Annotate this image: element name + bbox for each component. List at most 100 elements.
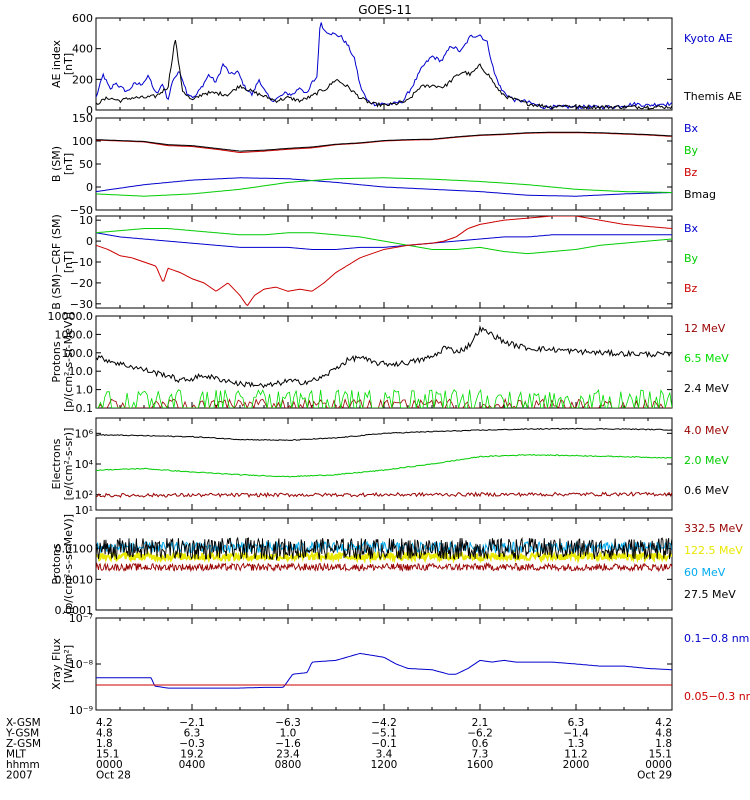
y-tick-label: 10000.0 [48, 310, 94, 323]
y-tick-label: 1000.0 [55, 328, 94, 341]
x-axis-value: 4.2 [96, 717, 113, 729]
x-axis-value: 15.1 [96, 749, 119, 761]
x-axis-value: 1.8 [96, 738, 113, 750]
y-axis-label: Xray Flux [50, 638, 63, 690]
panel-4: 0.1 1.0 10.0 100.0 1000.0 10000.0 Protons [p/(c… [48, 310, 730, 415]
x-axis-row-label: 2007 [6, 770, 33, 782]
legend-label: 6.5 MeV [684, 352, 729, 365]
x-axis-row-label: Y-GSM [5, 728, 39, 740]
series-0-1-0-8-nm [96, 652, 672, 689]
figure-title: GOES-11 [358, 3, 412, 17]
series-By [96, 177, 672, 197]
legend-label: By [684, 252, 699, 265]
x-axis-value: 19.2 [180, 749, 203, 761]
plot-area [96, 131, 672, 197]
y-axis-unit: [nT] [62, 251, 75, 273]
legend-label: 60 MeV [684, 566, 726, 579]
x-axis-value: 1600 [467, 759, 494, 771]
y-tick-label: 10 [79, 214, 93, 227]
series-Bz [96, 132, 672, 154]
series-Bmag [96, 131, 672, 152]
x-axis-value: 4.8 [655, 728, 672, 740]
y-tick-label: 400 [72, 43, 93, 56]
y-tick-label: −30 [70, 298, 93, 311]
y-tick-label: 0 [86, 235, 93, 248]
series-27-5-MeV [96, 536, 672, 562]
series-2-4-MeV [96, 324, 672, 389]
y-tick-label: 600 [72, 12, 93, 25]
series-Kyoto-AE [96, 22, 672, 110]
x-axis-value: 4.2 [655, 717, 672, 729]
y-tick-label: 0.1 [76, 402, 94, 415]
plot-area [96, 324, 672, 408]
x-axis-row-label: hhmm [6, 759, 40, 771]
y-axis-label: Protons [50, 341, 63, 382]
series-12-MeV [96, 397, 672, 408]
plot-area [96, 427, 672, 498]
x-axis-value: 2000 [563, 759, 590, 771]
legend-label: 2.4 MeV [684, 382, 729, 395]
legend-label: 2.0 MeV [684, 454, 729, 467]
x-axis-value: 2.1 [472, 717, 489, 729]
series-Bx [96, 232, 672, 250]
y-axis-label: Protons [50, 543, 63, 584]
y-tick-label: 0.0001 [55, 604, 94, 617]
y-axis-unit: [e/(cm²-s-sr)] [62, 428, 75, 501]
y-axis-label: Electrons [50, 438, 63, 489]
panel-frame [95, 17, 673, 111]
y-tick-label: 1.0 [76, 384, 94, 397]
x-axis-value: 6.3 [568, 717, 585, 729]
x-axis-row-label: X-GSM [6, 717, 41, 729]
plot-area [96, 652, 672, 689]
x-axis-value: 6.3 [184, 728, 201, 740]
x-axis-value: 23.4 [276, 749, 300, 761]
series-Bx [96, 177, 672, 197]
y-axis-unit: [W/m²] [62, 645, 75, 683]
x-axis-row-label: Z-GSM [6, 738, 41, 750]
x-axis-value: −1.4 [563, 728, 589, 740]
x-axis-value: −6.2 [467, 728, 493, 740]
panel-1: 0 200 400 600 AE index [nT] Kyoto AE Themis AE [50, 12, 742, 117]
x-axis-value: 15.1 [649, 749, 672, 761]
y-tick-label: 10¹ [75, 504, 93, 517]
x-axis-value: 1.3 [568, 738, 585, 750]
y-tick-label: 0.0010 [55, 573, 94, 586]
x-axis-row-label: MLT [6, 749, 26, 761]
panel-frame [95, 617, 673, 711]
legend-label: Bmag [684, 188, 716, 201]
series-2-0-MeV [96, 453, 672, 478]
y-axis-unit: [p/(cm²-s-sr-MeV)] [62, 312, 75, 412]
plot-area [96, 536, 672, 573]
series-Themis-AE [96, 39, 672, 110]
y-axis-label: B (SM) [50, 146, 63, 182]
x-axis-value: 0000 [645, 759, 672, 771]
legend-label: 27.5 MeV [684, 588, 736, 601]
series-4-0-MeV [96, 491, 672, 498]
y-tick-label: 10⁻⁷ [69, 612, 93, 625]
x-axis-value: 0.6 [472, 738, 489, 750]
legend-label: 0.1−0.8 nm [684, 632, 749, 645]
x-axis-value: 11.2 [564, 749, 587, 761]
panel-5: 10¹ 10² 10⁴ 10⁶ Electrons [e/(cm²-s-sr)] 4.0 M… [50, 417, 729, 517]
y-tick-label: 0 [86, 104, 93, 117]
x-axis-value: 1.0 [280, 728, 297, 740]
x-axis-value: 0800 [275, 759, 302, 771]
y-tick-label: −20 [70, 277, 93, 290]
y-axis-unit: [nT] [62, 153, 75, 175]
series-332-5-MeV [96, 561, 672, 573]
x-axis-value: −6.3 [275, 717, 301, 729]
series-6-5-MeV [96, 388, 672, 408]
x-axis-value: −2.1 [179, 717, 205, 729]
x-axis-value: −0.1 [371, 738, 397, 750]
plot-area [96, 22, 672, 110]
series-Bz [96, 216, 672, 307]
legend-label: Bx [684, 122, 699, 135]
x-axis-value: 1.8 [655, 738, 672, 750]
x-axis-value: 1200 [371, 759, 398, 771]
x-axis-value: −4.2 [371, 717, 397, 729]
y-axis-unit: [nT] [62, 53, 75, 75]
legend-label: 332.5 MeV [684, 522, 743, 535]
x-axis-value: 4.8 [96, 728, 113, 740]
panel-2: −50 0 50 100 150 B (SM) [nT] Bx By Bz Bmag [50, 112, 716, 217]
